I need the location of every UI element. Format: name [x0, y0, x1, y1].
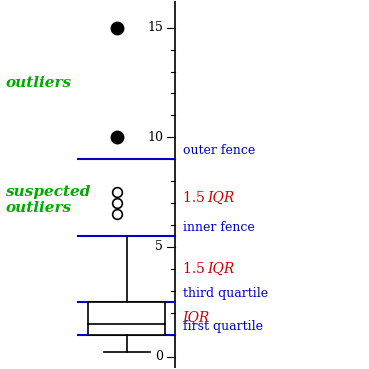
Text: 1.5: 1.5: [183, 262, 209, 276]
Text: 0: 0: [155, 350, 163, 363]
Text: 15: 15: [148, 21, 163, 34]
Text: outliers: outliers: [5, 76, 71, 90]
Text: suspected: suspected: [5, 185, 91, 199]
Text: third quartile: third quartile: [183, 287, 268, 300]
Bar: [88, 302, 165, 335]
Text: IQR: IQR: [208, 191, 235, 205]
Text: inner fence: inner fence: [183, 221, 254, 234]
Text: IQR: IQR: [183, 311, 210, 325]
Text: first quartile: first quartile: [183, 320, 263, 332]
Text: 1.5: 1.5: [183, 191, 209, 205]
Text: outliers: outliers: [5, 200, 71, 214]
Text: 10: 10: [147, 131, 163, 144]
Text: 5: 5: [155, 241, 163, 254]
Text: IQR: IQR: [208, 262, 235, 276]
Text: outer fence: outer fence: [183, 144, 255, 157]
